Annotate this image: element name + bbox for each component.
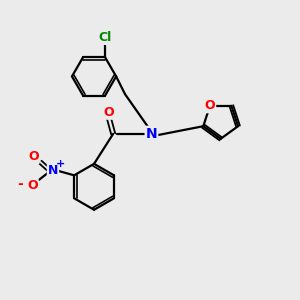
Text: +: +	[56, 159, 65, 170]
Text: Cl: Cl	[98, 31, 112, 44]
Text: O: O	[103, 106, 114, 119]
Text: O: O	[28, 150, 39, 163]
Text: O: O	[27, 179, 38, 192]
Text: N: N	[48, 164, 58, 177]
Text: N: N	[146, 127, 157, 141]
Text: -: -	[18, 177, 23, 190]
Text: O: O	[205, 99, 215, 112]
